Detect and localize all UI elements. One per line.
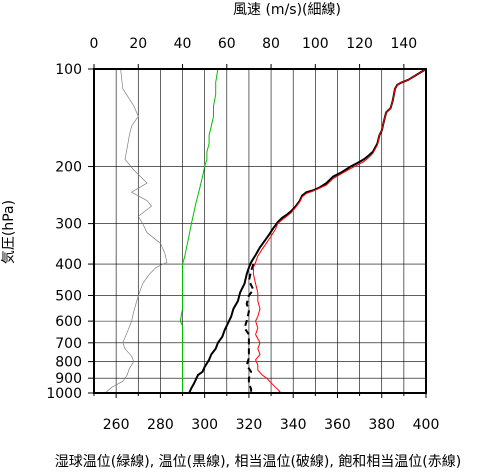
top-axis-tick-label: 100 xyxy=(302,36,329,52)
top-axis-tick-label: 0 xyxy=(90,36,99,52)
bottom-axis-tick-label: 320 xyxy=(236,417,263,433)
bottom-axis-tick-label: 280 xyxy=(147,417,174,433)
bottom-axis-tick-label: 400 xyxy=(413,417,440,433)
bottom-axis-tick-label: 340 xyxy=(280,417,307,433)
y-axis-tick-label: 900 xyxy=(55,371,82,387)
y-axis-tick-label: 200 xyxy=(55,160,82,176)
bottom-axis-tick-label: 380 xyxy=(368,417,395,433)
y-axis-tick-label: 300 xyxy=(55,217,82,233)
y-axis-tick-label: 400 xyxy=(55,257,82,273)
top-axis-tick-label: 120 xyxy=(346,36,373,52)
series-line-potential-temperature xyxy=(188,68,427,394)
left-axis-title: 気圧(hPa) xyxy=(1,200,17,264)
series-line-equivalent-potential-temperature xyxy=(243,263,255,393)
top-axis-tick-label: 140 xyxy=(390,36,417,52)
top-axis-tick-label: 20 xyxy=(129,36,147,52)
plot-frame xyxy=(93,68,427,394)
top-axis-tick-label: 40 xyxy=(174,36,192,52)
y-axis-tick-label: 1000 xyxy=(46,386,82,402)
y-axis-tick-label: 800 xyxy=(55,355,82,371)
grid xyxy=(94,69,426,393)
y-axis-tick-label: 100 xyxy=(55,62,82,78)
y-axis-tick-label: 600 xyxy=(55,314,82,330)
series-line-saturated-equivalent-potential-temperature xyxy=(252,68,427,394)
top-axis-tick-label: 80 xyxy=(262,36,280,52)
top-axis-title: 風速 (m/s)(細線) xyxy=(233,2,341,18)
bottom-axis-tick-label: 260 xyxy=(103,417,130,433)
top-axis: 0 20 40 60 80 100 120 140 xyxy=(90,36,417,69)
bottom-axis-tick-label: 300 xyxy=(191,417,218,433)
top-axis-tick-label: 60 xyxy=(218,36,236,52)
bottom-axis-tick-label: 360 xyxy=(324,417,351,433)
series-line-wet-bulb-potential-temperature xyxy=(179,68,219,394)
y-axis-tick-label: 500 xyxy=(55,288,82,304)
y-axis-tick-label: 700 xyxy=(55,336,82,352)
series-line-wind-speed xyxy=(104,68,168,394)
bottom-axis: 260 280 300 320 340 360 380 400 xyxy=(93,393,440,433)
bottom-axis-title: 湿球温位(緑線), 温位(黒線), 相当温位(破線), 飽和相当温位(赤線) xyxy=(55,453,461,470)
series xyxy=(104,68,427,394)
